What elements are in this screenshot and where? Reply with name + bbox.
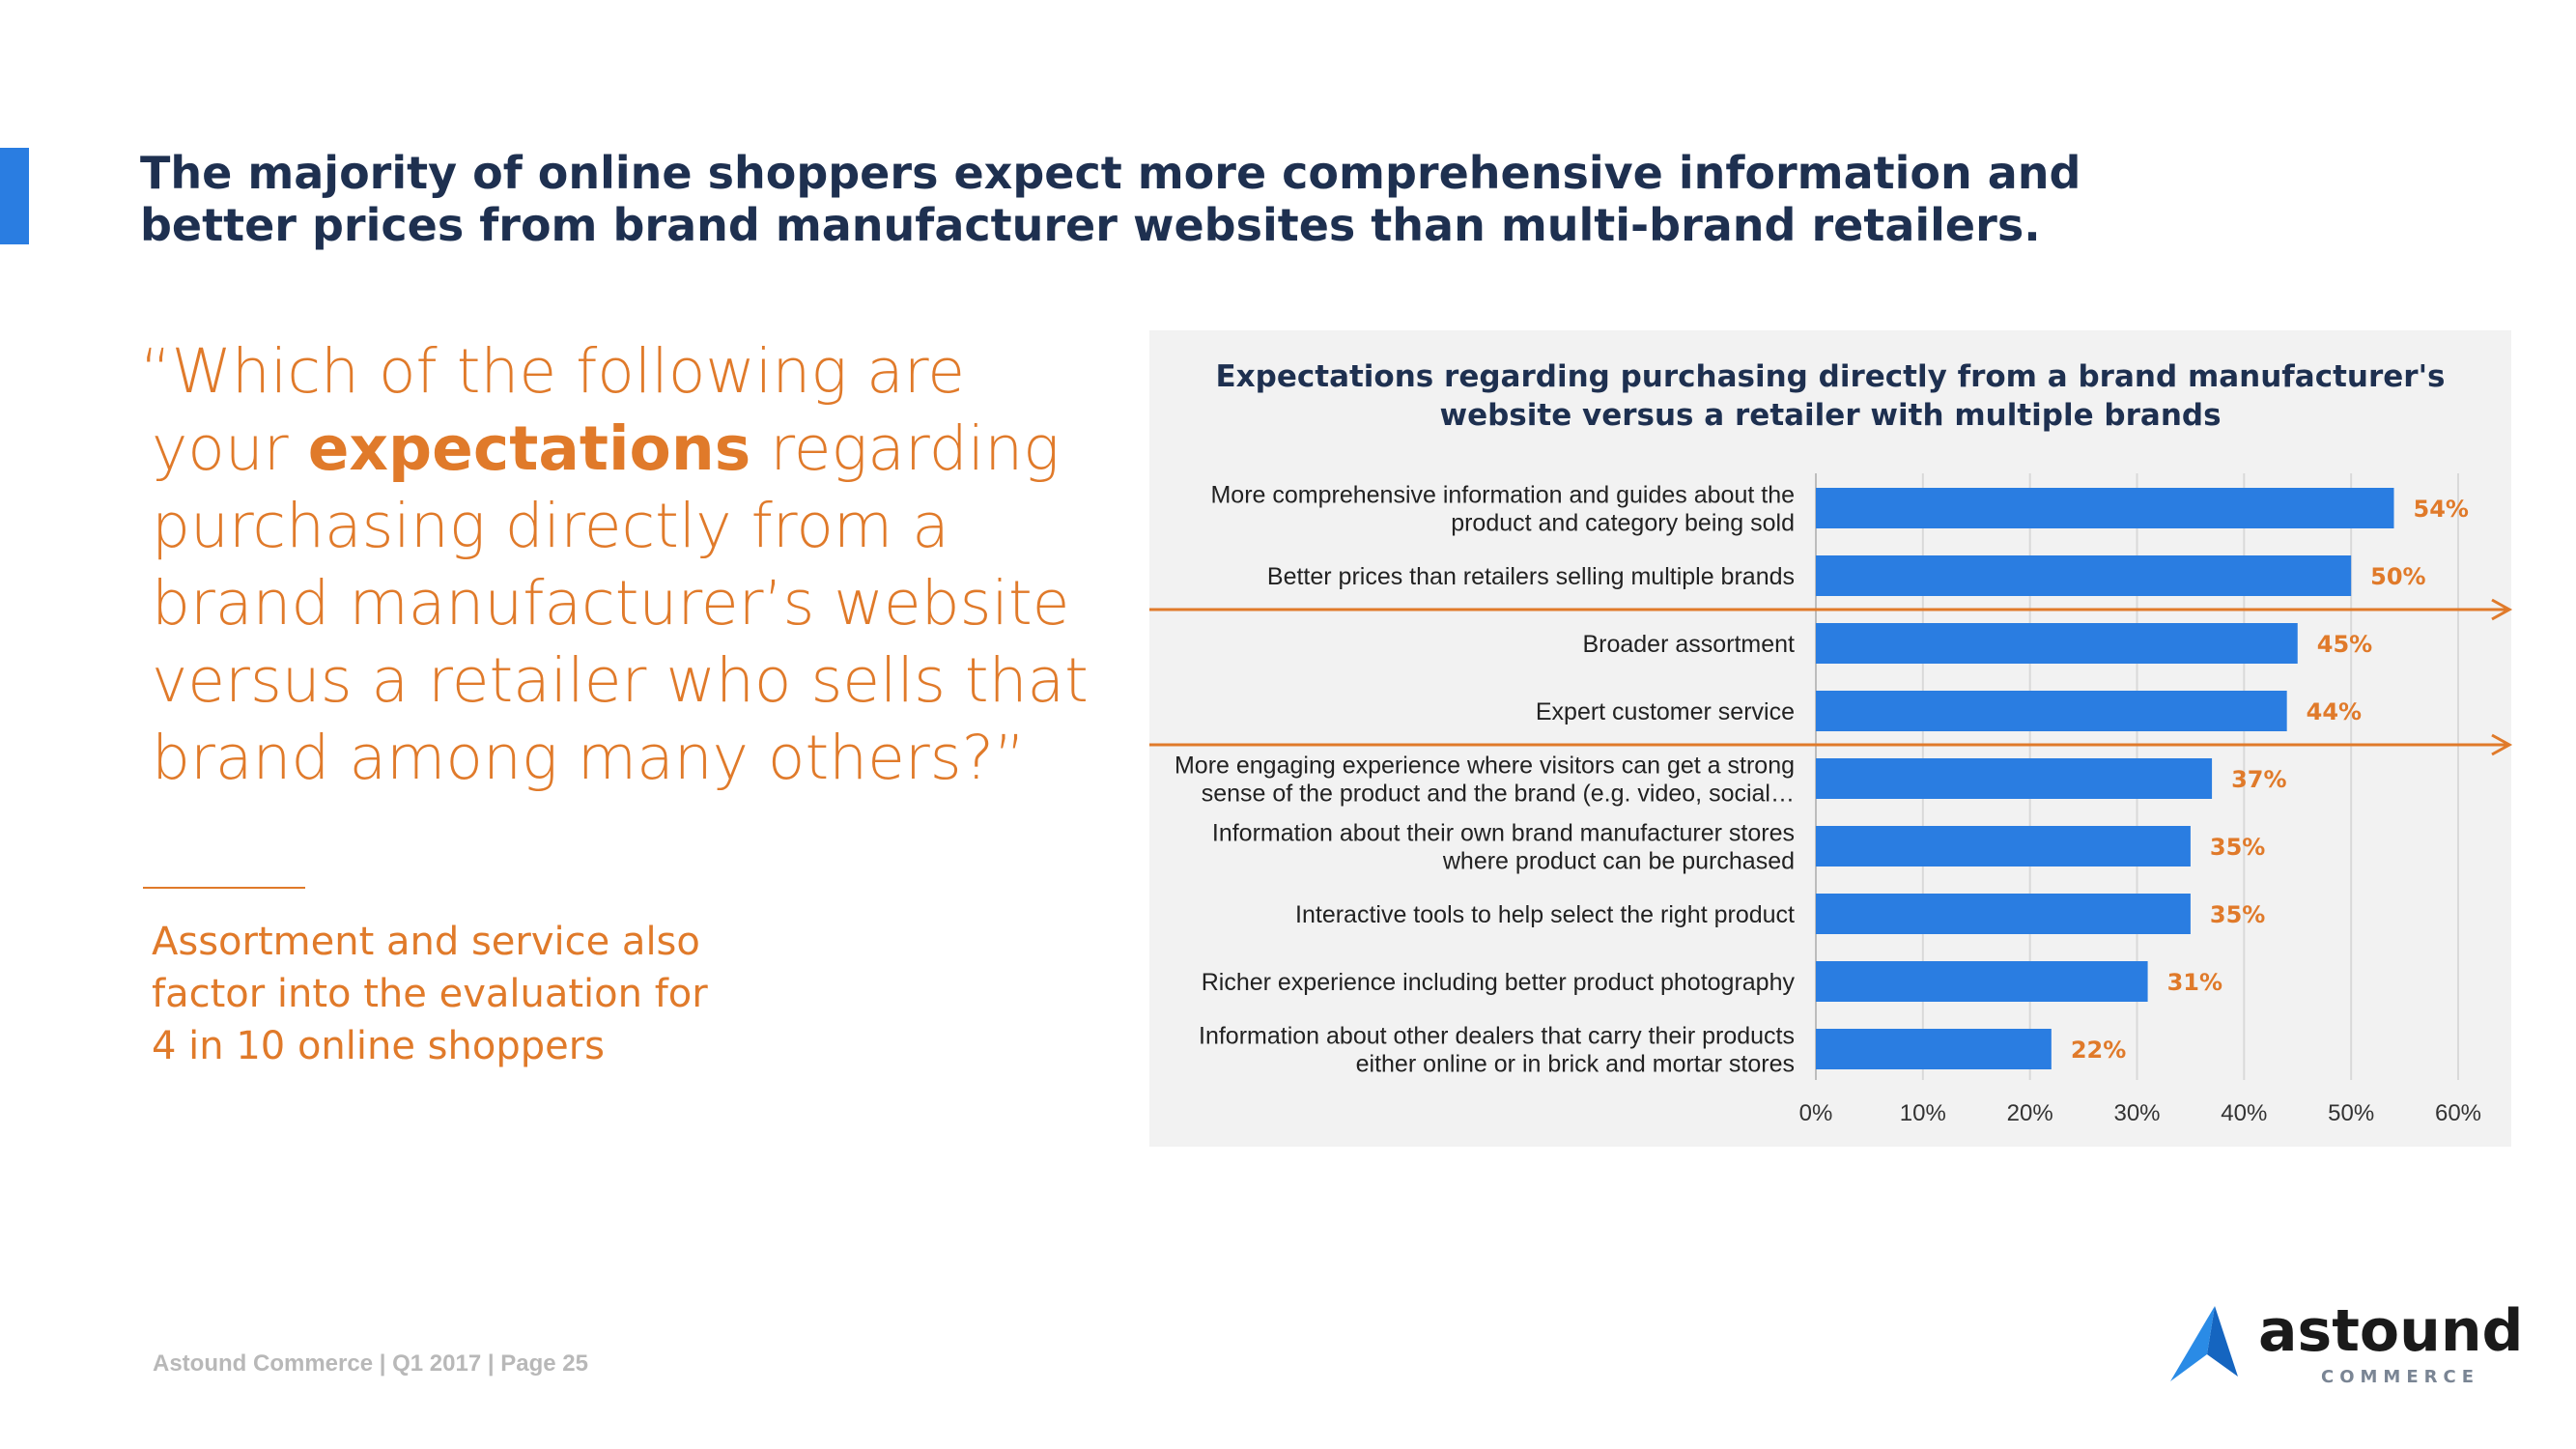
question-line-2-post: regarding	[750, 413, 1060, 484]
headline-line-1: The majority of online shoppers expect m…	[140, 147, 2081, 199]
bar	[1816, 826, 2191, 867]
category-label: Broader assortment	[1582, 631, 1795, 658]
bar	[1816, 488, 2394, 528]
note-line-2: factor into the evaluation for	[152, 972, 708, 1016]
category-label: Information about their own brand manufa…	[1212, 820, 1795, 847]
question-line-4: brand manufacturer’s website	[152, 568, 1070, 639]
question-line-6: brand among many others?”	[152, 723, 1026, 793]
category-label: where product can be purchased	[1442, 848, 1795, 875]
question-line-2: your expectations regarding	[140, 411, 1060, 488]
category-label: Better prices than retailers selling mul…	[1267, 563, 1795, 590]
tick-label: 0%	[1799, 1100, 1833, 1126]
tick-label: 30%	[2113, 1100, 2160, 1126]
value-label: 37%	[2231, 766, 2286, 793]
bar	[1816, 758, 2213, 799]
category-label: More engaging experience where visitors …	[1175, 753, 1795, 780]
value-label: 35%	[2210, 901, 2265, 928]
note-line-1: Assortment and service also	[152, 920, 700, 964]
category-label: Richer experience including better produ…	[1202, 969, 1796, 996]
question-line-3: purchasing directly from a	[152, 491, 949, 561]
category-label: More comprehensive information and guide…	[1210, 482, 1795, 509]
bar	[1816, 691, 2287, 731]
footer-text: Astound Commerce | Q1 2017 | Page 25	[153, 1350, 588, 1377]
insight-note: Assortment and service also factor into …	[152, 916, 708, 1072]
logo-wordmark: astound	[2258, 1297, 2524, 1365]
category-label: product and category being sold	[1451, 510, 1795, 537]
logo-arrow-icon	[2170, 1306, 2238, 1381]
divider-line	[143, 887, 305, 889]
category-label: sense of the product and the brand (e.g.…	[1202, 781, 1795, 808]
chart-title: Expectations regarding purchasing direct…	[1215, 359, 2445, 394]
accent-bar	[0, 148, 29, 244]
value-label: 50%	[2370, 563, 2425, 590]
question-emphasis: expectations	[307, 413, 751, 484]
category-label: either online or in brick and mortar sto…	[1356, 1051, 1795, 1078]
bar	[1816, 1029, 2052, 1069]
tick-label: 20%	[2007, 1100, 2053, 1126]
tick-label: 60%	[2435, 1100, 2481, 1126]
bar	[1816, 961, 2148, 1002]
category-label: Interactive tools to help select the rig…	[1295, 901, 1795, 928]
highlight-arrowhead	[2491, 598, 2513, 621]
chart-panel	[1149, 330, 2511, 1147]
note-line-3: 4 in 10 online shoppers	[152, 1024, 606, 1068]
survey-question: “Which of the following are your expecta…	[140, 333, 1089, 797]
question-line-1: “Which of the following are	[140, 336, 966, 407]
tick-label: 50%	[2328, 1100, 2374, 1126]
astound-logo: astound COMMERCE	[2168, 1297, 2523, 1396]
value-label: 35%	[2210, 834, 2265, 861]
logo-subtitle: COMMERCE	[2321, 1367, 2479, 1387]
tick-label: 10%	[1900, 1100, 1946, 1126]
value-label: 44%	[2307, 698, 2362, 725]
question-line-2-pre: your	[152, 413, 308, 484]
bar	[1816, 555, 2352, 596]
value-label: 45%	[2317, 631, 2372, 658]
bar	[1816, 894, 2191, 934]
tick-label: 40%	[2221, 1100, 2267, 1126]
category-label: Information about other dealers that car…	[1199, 1023, 1795, 1050]
chart-title: website versus a retailer with multiple …	[1439, 398, 2221, 433]
highlight-arrowhead	[2491, 733, 2513, 756]
value-label: 31%	[2167, 969, 2222, 996]
question-line-5: versus a retailer who sells that	[152, 645, 1089, 716]
value-label: 54%	[2414, 496, 2469, 523]
headline-line-2: better prices from brand manufacturer we…	[140, 199, 2041, 251]
page-headline: The majority of online shoppers expect m…	[140, 147, 2081, 251]
value-label: 22%	[2071, 1037, 2126, 1064]
category-label: Expert customer service	[1536, 698, 1795, 725]
bar	[1816, 623, 2298, 664]
